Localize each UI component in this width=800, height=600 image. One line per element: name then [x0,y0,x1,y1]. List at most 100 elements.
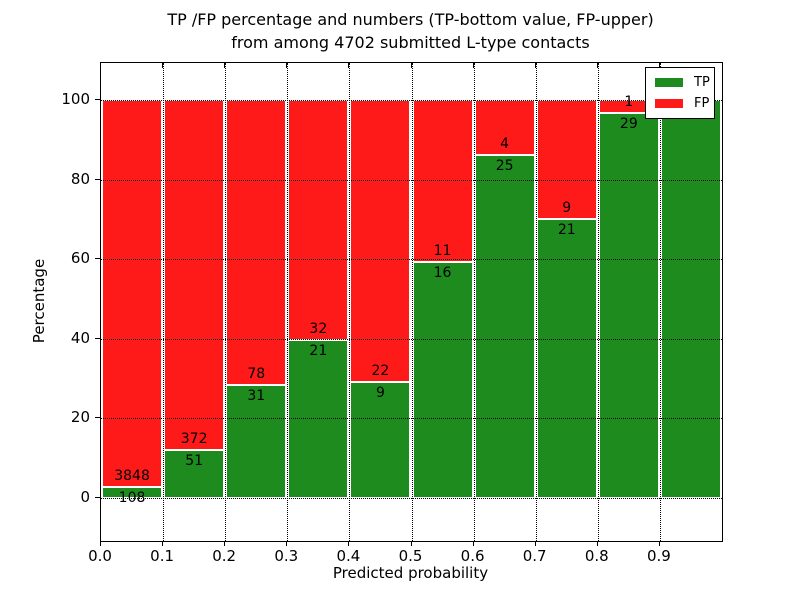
y-tick-mark [95,258,100,260]
x-tick-label: 0.3 [274,547,299,565]
x-tick-mark-top [472,63,474,68]
tp-count-label: 21 [557,222,576,239]
y-tick-label: 100 [61,90,90,108]
vertical-gridline [659,63,661,541]
chart-title: TP /FP percentage and numbers (TP-bottom… [100,8,721,54]
horizontal-gridline [101,418,722,420]
vertical-gridline [473,63,475,541]
fp-bar-segment [474,100,535,155]
x-tick-mark-top [534,63,536,68]
vertical-gridline [411,63,413,541]
x-tick-mark-top [162,63,164,68]
x-tick-mark [286,541,288,546]
tp-count-label: 16 [433,265,452,282]
tp-bar-segment [660,100,721,498]
y-tick-label: 20 [70,408,90,427]
vertical-gridline [225,63,227,541]
tp-bar-segment [536,219,597,498]
vertical-gridline [287,63,289,541]
x-tick-mark-top [410,63,412,68]
x-tick-mark [348,541,350,546]
y-tick-mark [95,99,100,100]
tp-count-label: 21 [309,343,328,360]
x-tick-mark-top [658,63,660,68]
y-tick-label: 40 [70,328,90,347]
tp-count-label: 29 [619,116,638,133]
x-tick-label: 0.4 [336,547,361,565]
tp-count-label: 9 [375,385,385,402]
x-tick-mark [224,541,226,546]
x-axis-label: Predicted probability [332,564,489,582]
vertical-gridline [535,63,537,541]
plot-area: 38481083725178313221229111642592112914 [100,62,723,542]
y-tick-label: 80 [70,169,90,188]
fp-count-label: 3848 [114,468,150,485]
tp-count-label: 31 [247,387,266,404]
x-tick-mark-top [286,63,288,68]
horizontal-gridline [101,100,722,101]
fp-count-label: 22 [371,363,390,380]
tp-count-label: 108 [118,490,146,507]
x-tick-label: 0.7 [522,547,547,565]
x-tick-label: 0.6 [460,547,485,565]
legend-entry-fp: FP [655,95,710,112]
x-tick-mark [100,541,101,546]
fp-count-label: 11 [433,243,452,260]
fp-count-label: 9 [562,200,572,217]
y-tick-mark [95,497,100,498]
chart-title-line1: TP /FP percentage and numbers (TP-bottom… [167,10,654,29]
fp-bar-segment [102,100,163,488]
x-tick-mark [534,541,536,546]
horizontal-gridline [101,338,722,340]
fp-bar-segment [412,100,473,263]
fp-bar-segment [226,100,287,385]
y-tick-label: 0 [80,488,90,506]
vertical-gridline [163,63,165,541]
tp-legend-swatch [655,78,683,87]
fp-count-label: 32 [309,321,328,338]
y-tick-mark [95,417,100,419]
fp-legend-swatch [655,99,683,108]
x-tick-mark [596,541,598,546]
tp-legend-label: TP [694,75,710,90]
tp-count-label: 51 [185,453,204,469]
chart-title-line2: from among 4702 submitted L-type contact… [231,33,590,52]
horizontal-gridline [101,259,722,261]
horizontal-gridline [101,498,722,499]
vertical-gridline [349,63,351,541]
x-tick-mark-top [348,63,350,68]
tp-bar-segment [102,487,163,498]
x-tick-label: 0.1 [150,547,175,565]
x-tick-label: 0.9 [646,547,671,565]
fp-bar-segment [350,100,411,383]
legend: TP FP [645,67,715,119]
x-tick-mark [472,541,474,546]
tp-bar-segment [412,262,473,498]
fp-bar-segment [288,100,349,341]
tp-count-label: 25 [495,157,514,174]
y-axis-label: Percentage [30,258,48,344]
x-tick-mark-top [224,63,226,68]
fp-count-label: 1 [624,94,634,111]
vertical-gridline [597,63,599,541]
x-tick-mark [162,541,164,546]
x-tick-mark-top [100,63,101,68]
tp-bar-segment [350,382,411,498]
fp-bar-segment [164,100,225,451]
tp-bar-segment [474,154,535,498]
x-tick-mark [658,541,660,546]
x-tick-mark [410,541,412,546]
y-tick-mark [95,178,100,180]
x-tick-mark-top [596,63,598,68]
y-tick-mark [95,337,100,339]
legend-entry-tp: TP [655,74,710,91]
x-tick-label: 0.2 [212,547,237,565]
tp-bar-segment [164,450,225,498]
x-tick-label: 0.5 [398,547,423,565]
fp-count-label: 4 [500,135,510,152]
tp-bar-segment [598,113,659,498]
x-tick-label: 0.0 [88,547,112,565]
fp-legend-label: FP [694,96,710,111]
x-tick-label: 0.8 [584,547,609,565]
